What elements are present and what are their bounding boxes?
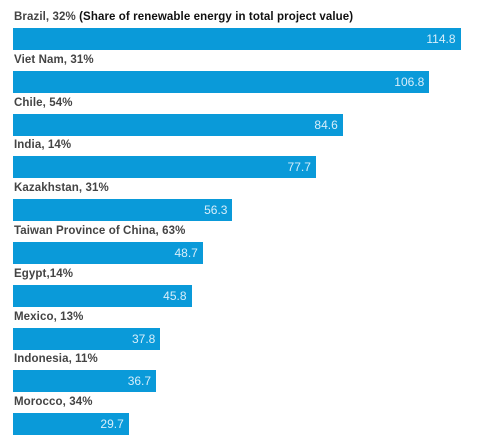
category-name: Indonesia, 11% — [14, 353, 98, 366]
bar: 77.7 — [13, 156, 316, 179]
bar: 37.8 — [13, 327, 161, 350]
bar-row: Viet Nam, 31% 106.8 — [0, 54, 500, 94]
bar-value-label: 56.3 — [204, 203, 228, 218]
category-name: Kazakhstan, 31% — [14, 182, 109, 195]
bar: 36.7 — [13, 370, 157, 393]
category-name: Egypt,14% — [14, 267, 74, 280]
category-name: Morocco, 34% — [14, 396, 93, 409]
bar-row: Indonesia, 11% 36.7 — [0, 353, 500, 393]
bar-value-label: 45.8 — [163, 288, 187, 303]
category-label: Chile, 54% — [14, 97, 73, 109]
bar-value-label: 29.7 — [100, 417, 124, 432]
bar: 56.3 — [13, 199, 233, 222]
category-label: Mexico, 13% — [14, 311, 84, 323]
bar-value-label: 84.6 — [314, 117, 338, 132]
bar-row: Kazakhstan, 31% 56.3 — [0, 182, 500, 222]
category-label: Viet Nam, 31% — [14, 54, 94, 66]
category-label: Indonesia, 11% — [14, 353, 98, 365]
bar-row: Brazil, 32% (Share of renewable energy i… — [0, 11, 500, 51]
bar-row: Morocco, 34% 29.7 — [0, 396, 500, 436]
category-name: India, 14% — [14, 139, 72, 152]
bar: 114.8 — [13, 28, 461, 50]
bar-value-label: 48.7 — [174, 246, 198, 260]
bar-row: Egypt,14% 45.8 — [0, 268, 500, 308]
category-label: Taiwan Province of China, 63% — [14, 225, 185, 237]
category-name: Brazil, 32% — [14, 11, 76, 23]
category-name: Mexico, 13% — [14, 310, 84, 323]
category-label: India, 14% — [14, 139, 71, 151]
category-label: Morocco, 34% — [14, 396, 93, 408]
bar-value-label: 77.7 — [287, 160, 311, 175]
bar-row: Mexico, 13% 37.8 — [0, 311, 500, 351]
bar: 45.8 — [13, 284, 192, 307]
category-label: Brazil, 32% (Share of renewable energy i… — [14, 11, 353, 23]
bar-value-label: 114.8 — [426, 32, 456, 46]
category-name: Taiwan Province of China, 63% — [14, 225, 186, 237]
bar-value-label: 37.8 — [131, 331, 156, 346]
category-label: Egypt,14% — [14, 268, 73, 280]
bar: 106.8 — [13, 70, 430, 93]
bar-row: Chile, 54% 84.6 — [0, 97, 500, 137]
category-name: Viet Nam, 31% — [14, 53, 94, 66]
bar-value-label: 106.8 — [394, 74, 425, 89]
category-label: Kazakhstan, 31% — [14, 182, 109, 194]
bar: 48.7 — [13, 242, 203, 264]
bar-row: Taiwan Province of China, 63% 48.7 — [0, 225, 500, 265]
category-name: Chile, 54% — [14, 96, 73, 109]
bar: 29.7 — [13, 413, 129, 436]
chart-annotation: (Share of renewable energy in total proj… — [79, 11, 354, 23]
bar: 84.6 — [13, 113, 343, 136]
bar-row: India, 14% 77.7 — [0, 139, 500, 179]
bar-value-label: 36.7 — [127, 374, 152, 389]
